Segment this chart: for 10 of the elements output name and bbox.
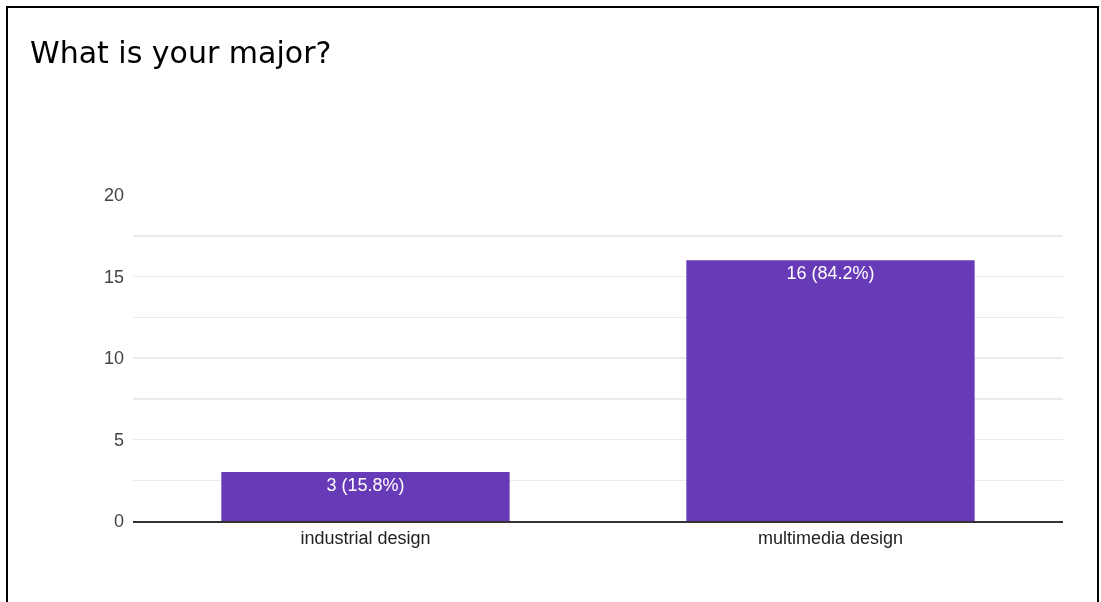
data-label: 3 (15.8%) [326,475,405,496]
x-tick-label: industrial design [300,528,431,549]
y-tick-label: 10 [103,348,124,369]
y-tick-label: 5 [113,429,124,450]
chart-title: What is your major? [30,34,332,70]
data-label: 16 (84.2%) [786,263,875,284]
x-tick-label: multimedia design [757,528,904,549]
y-tick-label: 20 [103,185,124,206]
y-tick-label: 15 [103,266,124,287]
y-tick-label: 0 [113,511,124,532]
